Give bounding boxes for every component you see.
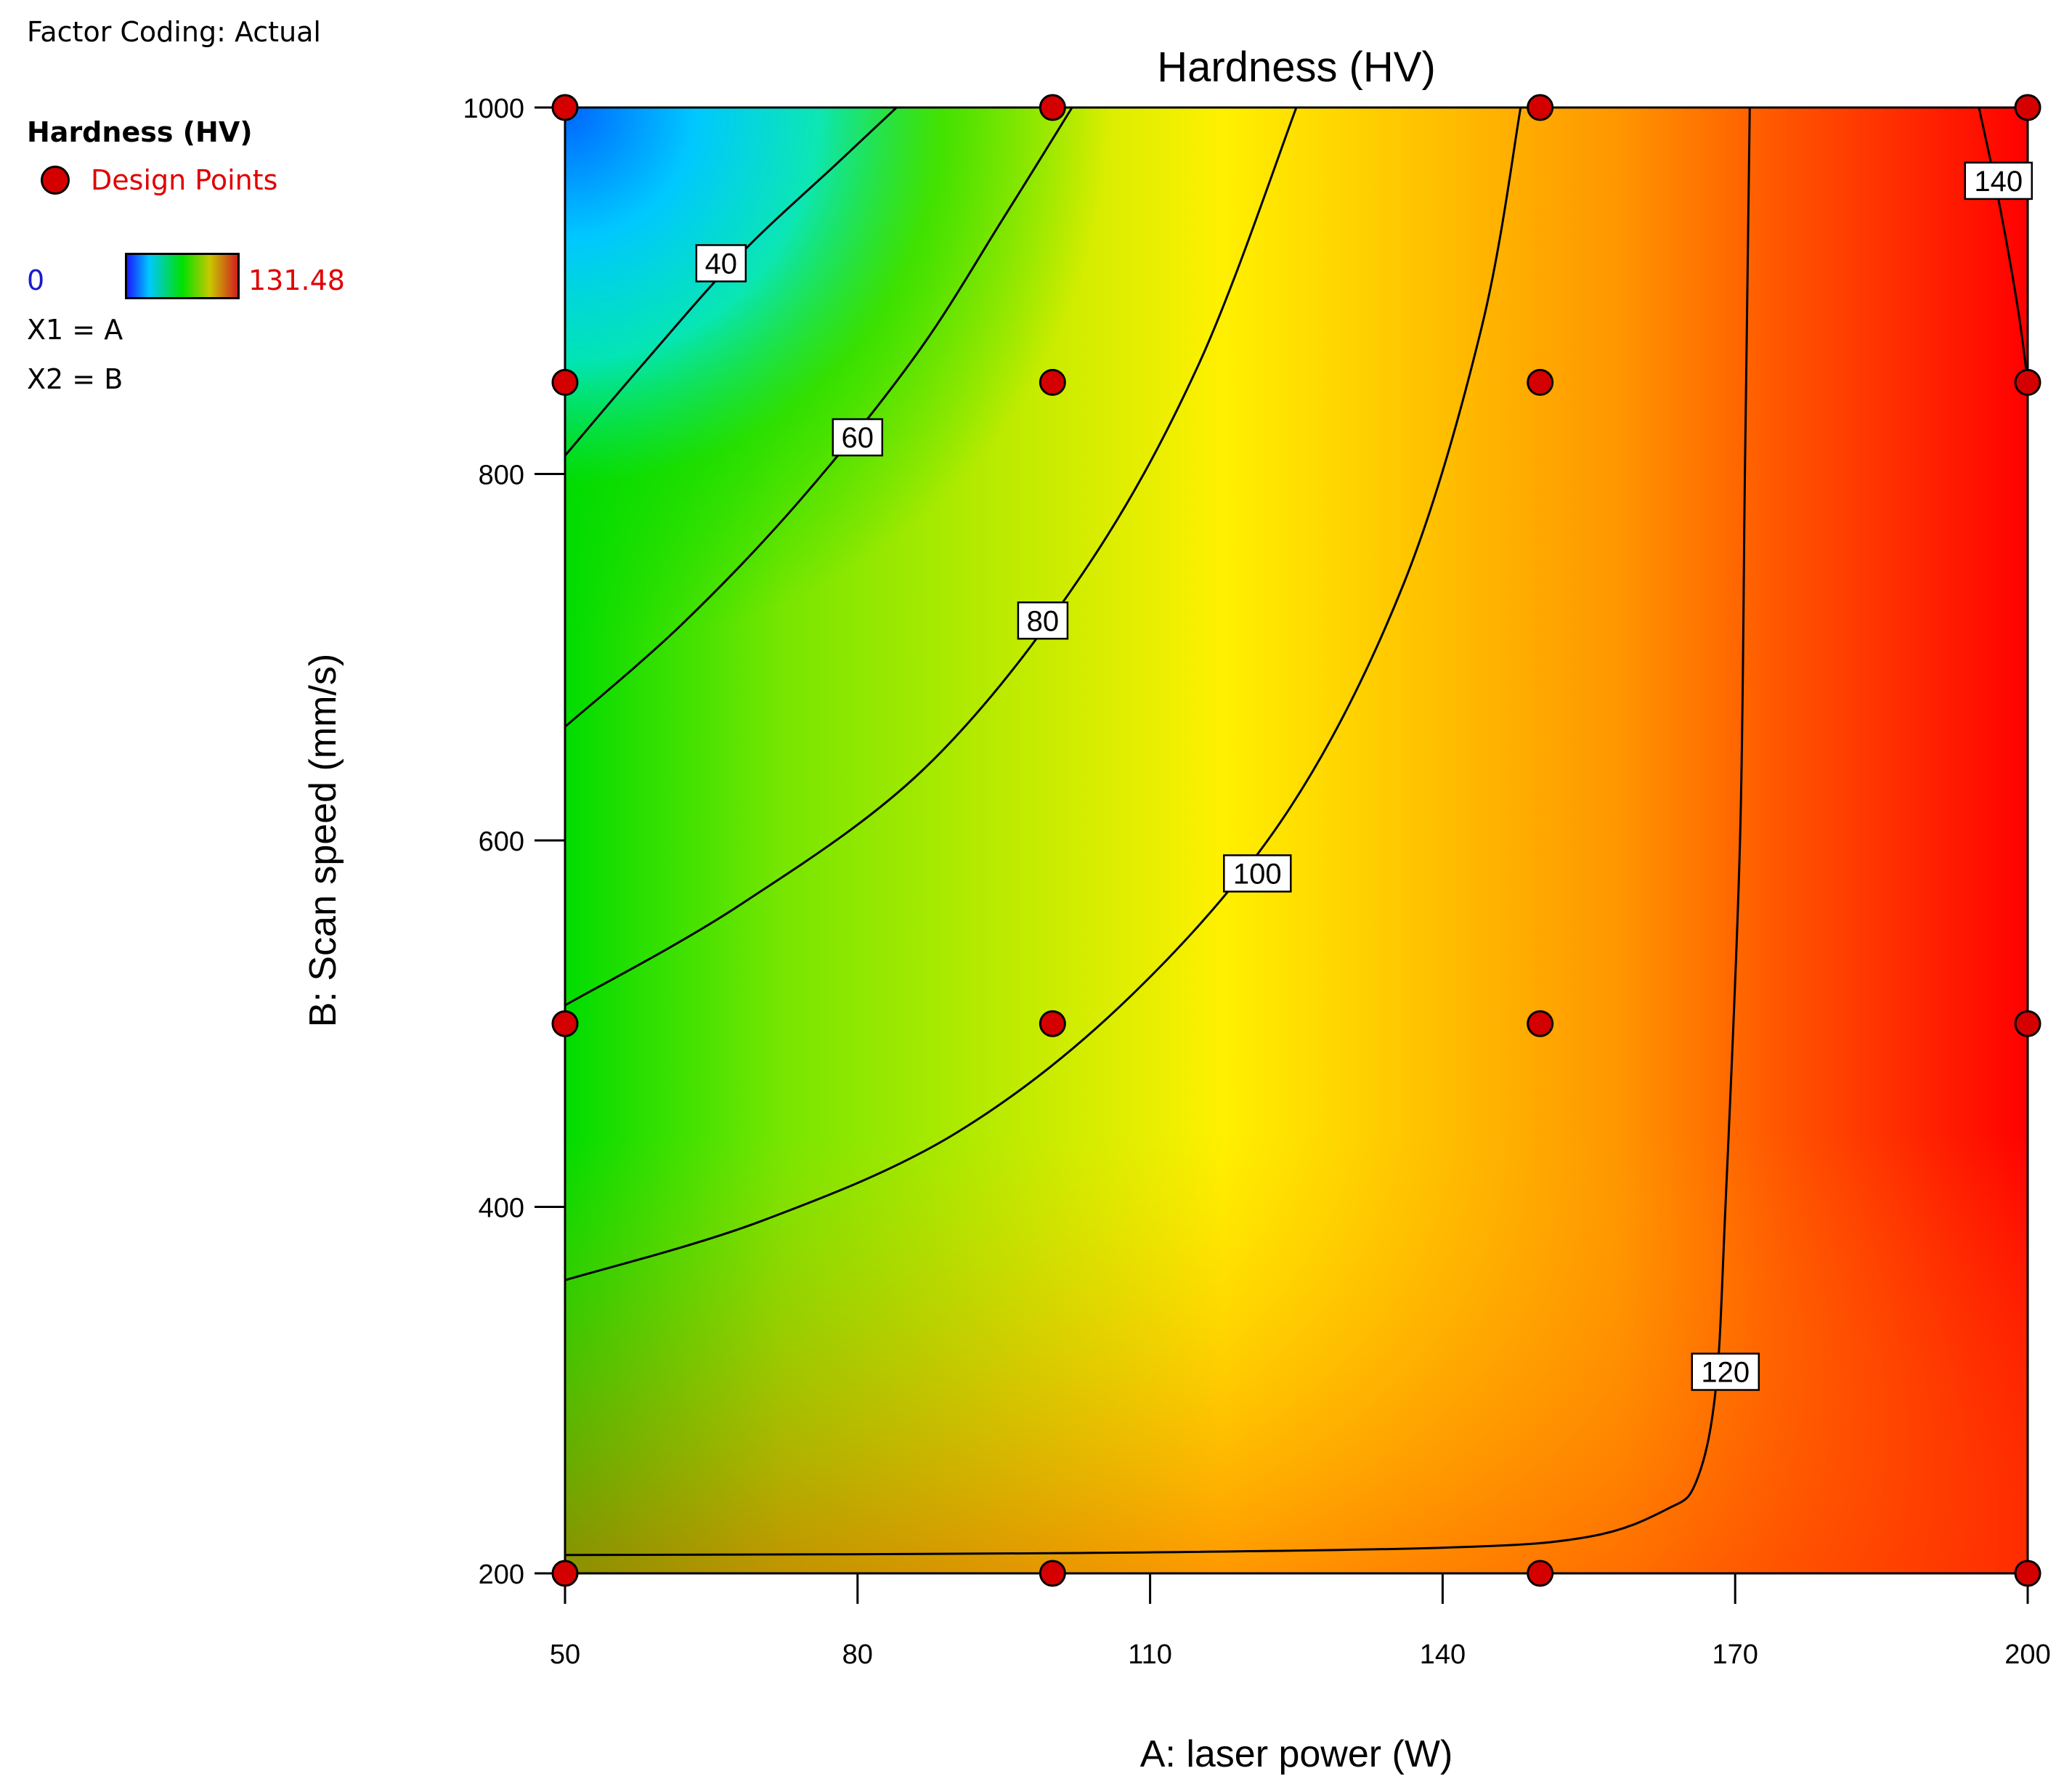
design-point [2014, 1560, 2041, 1587]
design-points-label: Design Points [91, 164, 278, 196]
x-tick-label: 170 [1712, 1639, 1758, 1670]
design-point [1527, 94, 1554, 121]
contour-label-120: 120 [1691, 1353, 1760, 1391]
factor-coding-caption: Factor Coding: Actual [27, 16, 321, 48]
x-tick-label: 110 [1128, 1639, 1172, 1670]
svg-text:40: 40 [705, 248, 738, 280]
design-point [2014, 368, 2041, 396]
design-point [551, 368, 579, 396]
heatmap-surface [565, 108, 2028, 1573]
color-scale-min: 0 [27, 264, 45, 296]
y-tick-label: 200 [479, 1560, 524, 1590]
factor-x2: X2 = B [27, 363, 123, 395]
color-scale-max: 131.48 [248, 264, 345, 296]
design-point [1527, 368, 1554, 396]
y-tick-label: 1000 [463, 94, 524, 124]
legend-title: Hardness (HV) [27, 116, 253, 148]
design-point [2014, 1010, 2041, 1037]
contour-label-40: 40 [695, 244, 747, 283]
contour-label-140: 140 [1964, 161, 2033, 200]
contour-label-60: 60 [832, 418, 884, 457]
design-point [1039, 94, 1066, 121]
x-tick-label: 50 [550, 1639, 580, 1670]
contour-labels: 40 60 80 100 120 140 [695, 161, 2033, 1391]
y-axis: 200 400 600 800 1000 [463, 94, 565, 1590]
contour-line-140 [1978, 108, 2028, 383]
design-point-marker-icon [41, 166, 70, 195]
contour-label-80: 80 [1017, 601, 1069, 640]
y-axis-label: B: Scan speed (mm/s) [302, 654, 344, 1027]
contour-label-100: 100 [1223, 854, 1292, 893]
x-tick-label: 80 [842, 1639, 873, 1670]
design-point [551, 1560, 579, 1587]
design-point [1039, 1560, 1066, 1587]
x-tick-label: 140 [1420, 1639, 1466, 1670]
design-points [551, 94, 2041, 1587]
svg-text:140: 140 [1974, 166, 2023, 198]
design-point [1527, 1560, 1554, 1587]
design-point [1039, 1010, 1066, 1037]
svg-text:80: 80 [1027, 605, 1060, 637]
y-tick-label: 600 [479, 827, 524, 857]
svg-text:100: 100 [1233, 858, 1282, 890]
x-axis: 50 80 110 140 170 200 [550, 1573, 2051, 1670]
design-point [2014, 94, 2041, 121]
design-point [1527, 1010, 1554, 1037]
x-tick-label: 200 [2004, 1639, 2050, 1670]
design-point [551, 94, 579, 121]
x-axis-label: A: laser power (W) [1140, 1733, 1453, 1775]
contour-line-120 [565, 108, 1751, 1557]
color-scale-bar [125, 253, 240, 299]
legend-design-points: Design Points [41, 164, 277, 196]
design-point [1039, 368, 1066, 396]
y-tick-label: 800 [479, 461, 524, 491]
chart-title: Hardness (HV) [1157, 44, 1436, 91]
contour-line-80 [565, 108, 1298, 1007]
factor-x1: X1 = A [27, 314, 123, 346]
y-tick-label: 400 [479, 1193, 524, 1224]
design-point [551, 1010, 579, 1037]
svg-text:120: 120 [1701, 1357, 1750, 1389]
svg-text:60: 60 [842, 422, 874, 454]
